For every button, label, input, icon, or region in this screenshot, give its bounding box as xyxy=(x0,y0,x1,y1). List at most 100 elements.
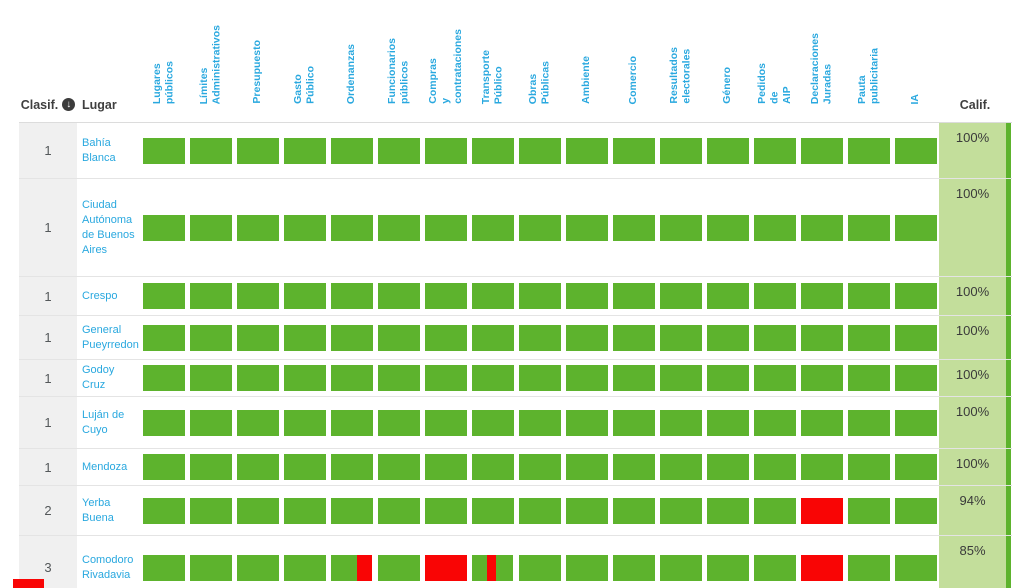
score-cell[interactable] xyxy=(330,454,373,480)
score-cell[interactable] xyxy=(753,324,796,351)
score-cell[interactable] xyxy=(330,554,373,581)
score-cell[interactable] xyxy=(659,214,702,241)
score-cell[interactable] xyxy=(330,497,373,524)
score-cell[interactable] xyxy=(377,365,420,391)
score-cell[interactable] xyxy=(565,409,608,436)
score-cell[interactable] xyxy=(377,497,420,524)
lugar-link[interactable]: Crespo xyxy=(82,289,118,302)
score-cell[interactable] xyxy=(424,137,467,164)
category-header-link[interactable]: Ambiente xyxy=(580,56,593,104)
score-cell[interactable] xyxy=(612,365,655,391)
score-cell[interactable] xyxy=(659,409,702,436)
lugar-link[interactable]: Bahía Blanca xyxy=(82,136,116,164)
category-header-link[interactable]: Funcionarios públicos xyxy=(386,38,411,104)
category-header-link[interactable]: IA xyxy=(909,93,922,105)
score-cell[interactable] xyxy=(753,137,796,164)
score-cell[interactable] xyxy=(142,324,185,351)
score-cell[interactable] xyxy=(706,283,749,309)
score-cell[interactable] xyxy=(894,497,937,524)
score-cell[interactable] xyxy=(659,454,702,480)
score-cell[interactable] xyxy=(518,137,561,164)
score-cell[interactable] xyxy=(283,554,326,581)
score-cell[interactable] xyxy=(894,409,937,436)
score-cell[interactable] xyxy=(659,497,702,524)
score-cell[interactable] xyxy=(847,137,890,164)
score-cell[interactable] xyxy=(518,554,561,581)
score-cell[interactable] xyxy=(847,554,890,581)
score-cell[interactable] xyxy=(565,283,608,309)
category-header-link[interactable]: Compras y contrataciones xyxy=(426,29,464,104)
score-cell[interactable] xyxy=(894,214,937,241)
score-cell[interactable] xyxy=(518,497,561,524)
score-cell[interactable] xyxy=(377,214,420,241)
score-cell[interactable] xyxy=(753,365,796,391)
score-cell[interactable] xyxy=(753,554,796,581)
score-cell[interactable] xyxy=(236,214,279,241)
score-cell[interactable] xyxy=(236,454,279,480)
score-cell[interactable] xyxy=(283,409,326,436)
score-cell[interactable] xyxy=(330,324,373,351)
score-cell[interactable] xyxy=(659,554,702,581)
score-cell[interactable] xyxy=(800,497,843,524)
score-cell[interactable] xyxy=(330,365,373,391)
score-cell[interactable] xyxy=(330,283,373,309)
score-cell[interactable] xyxy=(189,554,232,581)
score-cell[interactable] xyxy=(565,324,608,351)
score-cell[interactable] xyxy=(659,365,702,391)
score-cell[interactable] xyxy=(236,137,279,164)
score-cell[interactable] xyxy=(424,454,467,480)
score-cell[interactable] xyxy=(424,365,467,391)
score-cell[interactable] xyxy=(800,137,843,164)
score-cell[interactable] xyxy=(800,283,843,309)
score-cell[interactable] xyxy=(612,497,655,524)
score-cell[interactable] xyxy=(847,214,890,241)
category-header-link[interactable]: Género xyxy=(721,67,734,104)
lugar-link[interactable]: Yerba Buena xyxy=(82,496,114,524)
score-cell[interactable] xyxy=(189,214,232,241)
score-cell[interactable] xyxy=(565,365,608,391)
category-header-link[interactable]: Lugares públicos xyxy=(151,60,176,104)
category-header-link[interactable]: Transporte Público xyxy=(480,49,505,104)
score-cell[interactable] xyxy=(283,454,326,480)
category-header-link[interactable]: Límites Administrativos xyxy=(198,24,223,104)
score-cell[interactable] xyxy=(800,214,843,241)
score-cell[interactable] xyxy=(800,409,843,436)
score-cell[interactable] xyxy=(330,214,373,241)
score-cell[interactable] xyxy=(471,324,514,351)
score-cell[interactable] xyxy=(377,454,420,480)
score-cell[interactable] xyxy=(847,283,890,309)
score-cell[interactable] xyxy=(424,554,467,581)
score-cell[interactable] xyxy=(377,554,420,581)
score-cell[interactable] xyxy=(283,283,326,309)
lugar-link[interactable]: Mendoza xyxy=(82,460,128,473)
score-cell[interactable] xyxy=(612,137,655,164)
score-cell[interactable] xyxy=(236,409,279,436)
score-cell[interactable] xyxy=(471,137,514,164)
score-cell[interactable] xyxy=(612,454,655,480)
score-cell[interactable] xyxy=(847,365,890,391)
category-header-link[interactable]: Pauta publicitaria xyxy=(856,47,881,104)
score-cell[interactable] xyxy=(236,497,279,524)
score-cell[interactable] xyxy=(753,497,796,524)
score-cell[interactable] xyxy=(753,283,796,309)
score-cell[interactable] xyxy=(612,554,655,581)
score-cell[interactable] xyxy=(377,409,420,436)
score-cell[interactable] xyxy=(518,365,561,391)
score-cell[interactable] xyxy=(565,214,608,241)
score-cell[interactable] xyxy=(471,454,514,480)
clasif-column-header[interactable]: Clasif. xyxy=(19,0,77,122)
score-cell[interactable] xyxy=(894,554,937,581)
score-cell[interactable] xyxy=(753,409,796,436)
score-cell[interactable] xyxy=(518,283,561,309)
score-cell[interactable] xyxy=(142,409,185,436)
score-cell[interactable] xyxy=(800,554,843,581)
score-cell[interactable] xyxy=(894,365,937,391)
score-cell[interactable] xyxy=(142,283,185,309)
score-cell[interactable] xyxy=(330,137,373,164)
score-cell[interactable] xyxy=(189,283,232,309)
score-cell[interactable] xyxy=(847,454,890,480)
score-cell[interactable] xyxy=(189,497,232,524)
score-cell[interactable] xyxy=(894,137,937,164)
score-cell[interactable] xyxy=(189,137,232,164)
score-cell[interactable] xyxy=(283,324,326,351)
